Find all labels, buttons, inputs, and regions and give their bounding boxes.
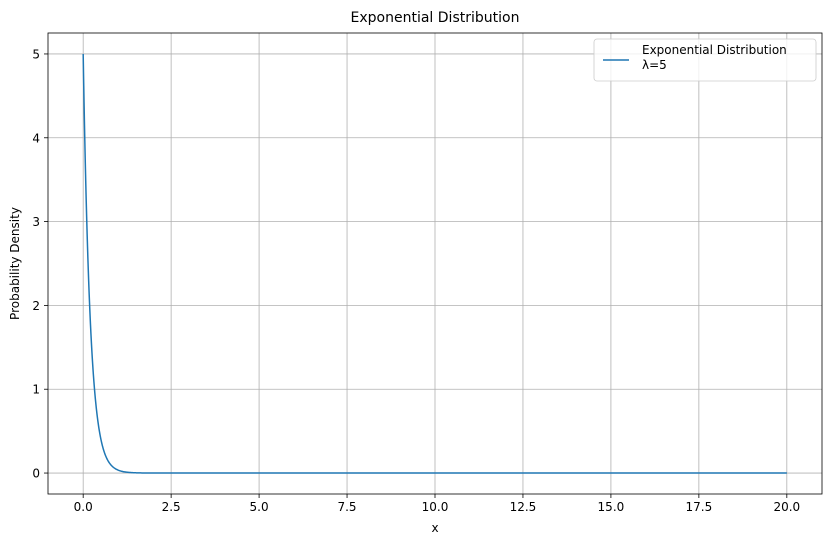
x-tick-label: 0.0: [74, 500, 93, 514]
y-tick-label: 3: [32, 215, 40, 229]
y-tick-label: 4: [32, 131, 40, 145]
x-tick-label: 2.5: [162, 500, 181, 514]
y-tick-label: 0: [32, 467, 40, 481]
x-tick-label: 20.0: [773, 500, 800, 514]
series-layer: [82, 53, 787, 474]
legend-label-line: λ=5: [642, 58, 667, 72]
chart-title: Exponential Distribution: [351, 10, 520, 26]
x-tick-label: 15.0: [598, 500, 625, 514]
x-tick-label: 5.0: [250, 500, 269, 514]
x-axis-label: x: [431, 521, 438, 535]
y-tick-label: 1: [32, 383, 40, 397]
ticks: 0.0 2.5 5.0 7.5 10.0 12.5 15.0 17.5 20.0 0 1 2 3 4 5: [32, 47, 800, 514]
legend-label: Exponential Distribution λ=5: [642, 43, 787, 72]
x-tick-label: 17.5: [686, 500, 713, 514]
x-tick-label: 12.5: [510, 500, 537, 514]
x-tick-label: 10.0: [422, 500, 449, 514]
y-tick-label: 5: [32, 47, 40, 61]
legend-label-line: Exponential Distribution: [642, 43, 787, 57]
y-axis-label: Probability Density: [8, 207, 22, 320]
grid: [48, 33, 822, 494]
x-tick-label: 7.5: [337, 500, 356, 514]
legend: Exponential Distribution λ=5: [593, 38, 817, 82]
y-tick-label: 2: [32, 299, 40, 313]
series-line: [82, 53, 787, 474]
legend-box: [593, 38, 817, 82]
